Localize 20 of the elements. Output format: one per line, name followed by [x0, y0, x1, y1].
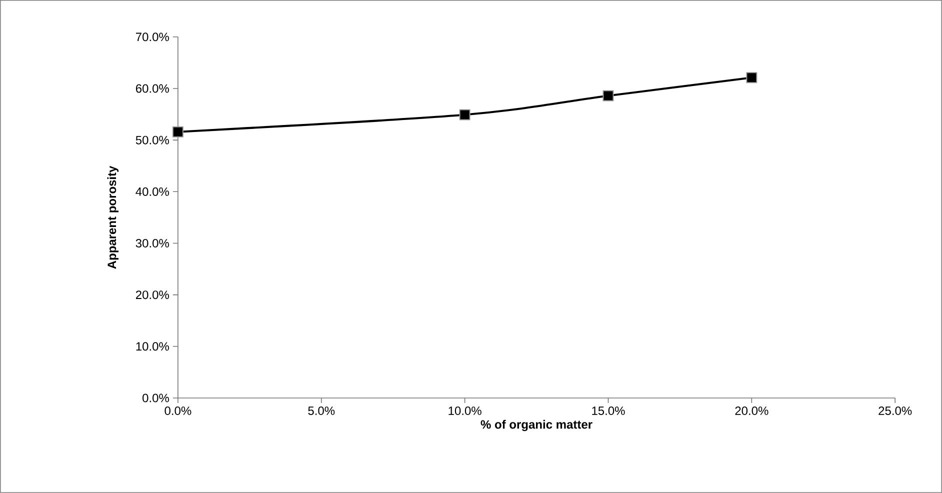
- x-tick-label: 0.0%: [164, 406, 192, 416]
- y-tick-label: 20.0%: [136, 290, 169, 300]
- point: [172, 126, 184, 138]
- y-tick-label: 30.0%: [136, 239, 169, 248]
- x-tick-label: 5.0%: [308, 406, 335, 416]
- x-tick-label: 25.0%: [878, 406, 912, 416]
- y-axis-title: Apparent porosity: [107, 166, 119, 269]
- y-tick-label: 50.0%: [136, 136, 169, 144]
- x-axis-title: % of organic matter: [480, 420, 592, 432]
- y-tick-label: 0.0%: [142, 394, 169, 402]
- x-tick-label: 20.0%: [735, 406, 768, 416]
- y-tick-label: 60.0%: [136, 84, 169, 93]
- point: [746, 72, 758, 84]
- y-tick-label: 40.0%: [136, 187, 169, 196]
- x-tick-label: 15.0%: [592, 406, 625, 416]
- point: [602, 90, 614, 102]
- y-tick-label: 10.0%: [136, 342, 169, 351]
- y-tick-label: 70.0%: [136, 32, 169, 42]
- point: [459, 109, 470, 120]
- x-tick-label: 10.0%: [448, 406, 482, 416]
